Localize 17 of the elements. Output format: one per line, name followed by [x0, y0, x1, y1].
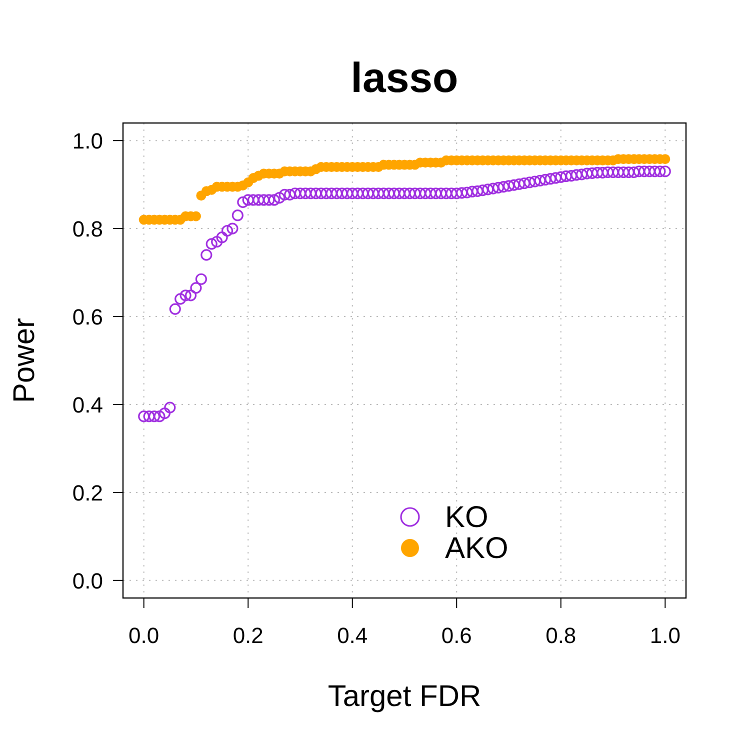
x-tick-label: 1.0	[650, 623, 680, 648]
chart-title: lasso	[350, 54, 458, 101]
legend-label: AKO	[445, 532, 508, 565]
y-tick-label: 0.8	[72, 216, 103, 242]
y-tick-label: 0.0	[72, 568, 103, 594]
x-axis-title: Target FDR	[328, 680, 482, 713]
y-tick-label: 0.6	[72, 304, 103, 330]
y-axis-title: Power	[8, 318, 41, 404]
x-tick-label: 0.2	[232, 623, 264, 648]
y-tick-label: 0.4	[72, 392, 103, 418]
x-tick-label: 0.4	[337, 623, 368, 648]
legend-label: KO	[445, 501, 488, 534]
y-tick-label: 0.2	[72, 480, 103, 506]
x-tick-label: 0.8	[546, 623, 576, 648]
x-tick-label: 0.6	[441, 623, 472, 648]
x-tick-label: 0.0	[128, 623, 160, 648]
y-tick-label: 1.0	[72, 128, 103, 154]
